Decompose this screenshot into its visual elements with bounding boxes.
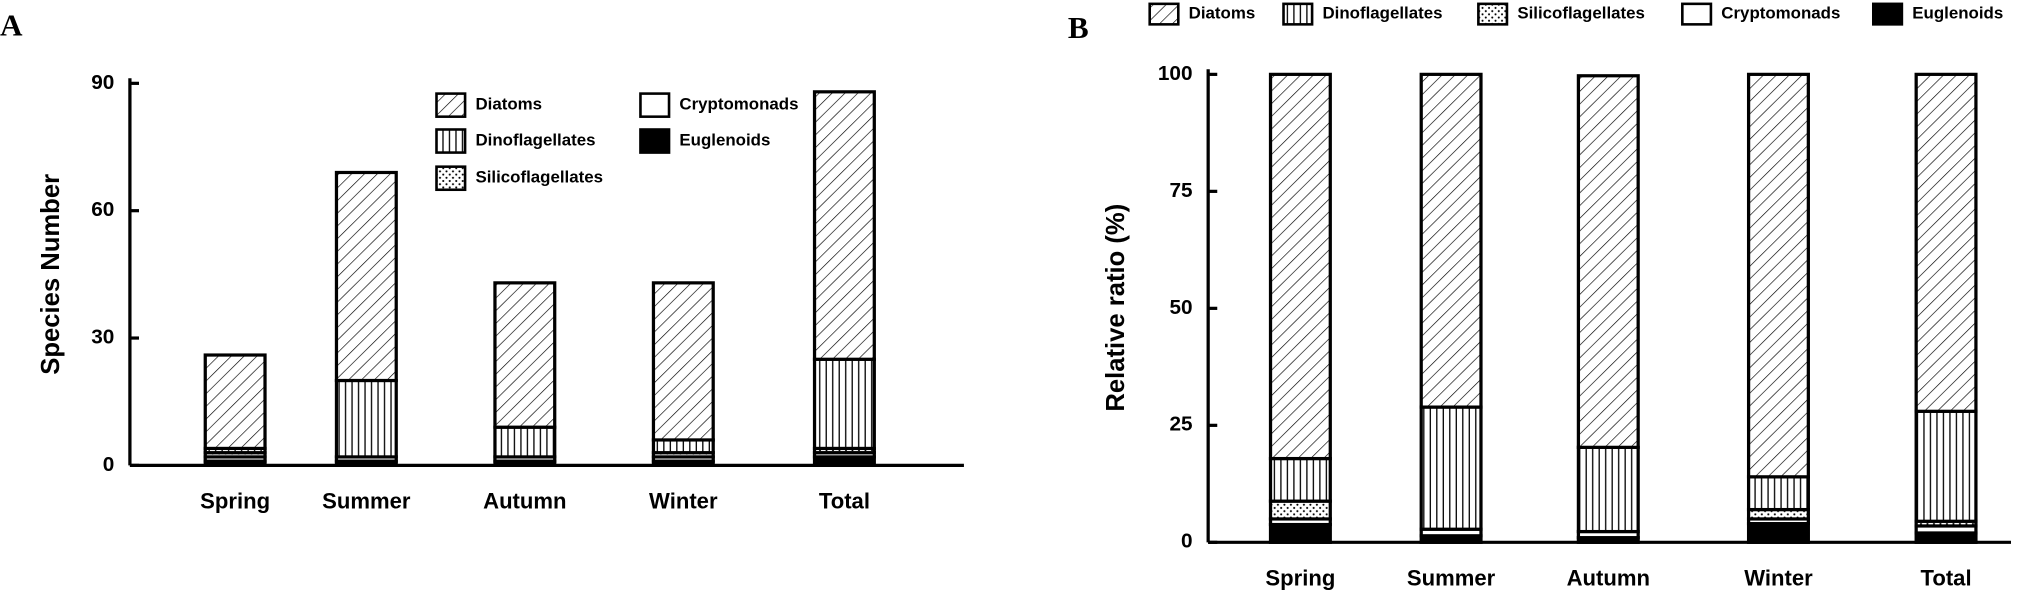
bar-segment (1268, 72, 1332, 461)
x-tick-label: Summer (1407, 565, 1496, 590)
legend-swatch (1148, 2, 1180, 26)
bar-segment (334, 170, 398, 383)
y-tick-label: 0 (103, 453, 115, 476)
bar-segment (1419, 405, 1483, 531)
legend-swatch (435, 92, 467, 118)
y-tick-label: 60 (91, 198, 114, 221)
bar-segment (1576, 74, 1640, 449)
legend-label: Cryptomonads (1721, 4, 1840, 23)
legend-label: Euglenoids (1912, 4, 2003, 23)
x-tick-label: Winter (1744, 565, 1813, 590)
bar-segment (493, 281, 557, 429)
bar-segment (651, 438, 715, 455)
x-tick-label: Winter (649, 488, 718, 513)
legend-label: Diatoms (475, 95, 542, 114)
legend-label: Euglenoids (679, 131, 770, 150)
legend-swatch (1282, 2, 1314, 26)
legend-swatch (1872, 2, 1904, 26)
legend-swatch (1477, 2, 1509, 26)
x-tick-label: Spring (1265, 565, 1335, 590)
y-tick-label: 75 (1169, 179, 1192, 202)
bar-segment (651, 281, 715, 442)
y-tick-label: 0 (1181, 530, 1193, 553)
x-tick-label: Total (1920, 565, 1971, 590)
bar-segment (1268, 522, 1332, 544)
y-axis-label: Species Number (37, 174, 65, 375)
bar-segment (1576, 445, 1640, 534)
y-tick-label: 25 (1169, 413, 1192, 436)
legend-label: Silicoflagellates (1517, 4, 1645, 23)
legend-label: Cryptomonads (679, 95, 798, 114)
legend-swatch (639, 92, 671, 118)
x-tick-label: Autumn (483, 488, 566, 513)
bar-segment (1268, 456, 1332, 503)
legend-swatch (435, 165, 467, 192)
legend-label: Diatoms (1189, 4, 1256, 23)
bar-segment (1419, 72, 1483, 409)
y-tick-label: 100 (1158, 62, 1193, 85)
bar-segment (1746, 72, 1810, 479)
x-tick-label: Total (819, 488, 870, 513)
x-tick-label: Summer (322, 488, 411, 513)
bar-segment (203, 353, 267, 451)
y-tick-label: 50 (1169, 296, 1192, 319)
bar-segment (1268, 499, 1332, 521)
y-axis-label: Relative ratio (%) (1102, 204, 1130, 412)
legend-swatch (639, 128, 671, 154)
panel-label: B (1068, 10, 1089, 45)
bar-segment (493, 425, 557, 459)
legend-swatch (1681, 2, 1713, 26)
legend-label: Dinoflagellates (475, 131, 595, 150)
bar-segment (812, 357, 876, 451)
x-tick-label: Spring (200, 488, 270, 513)
bar-segment (1746, 475, 1810, 512)
legend-label: Silicoflagellates (475, 168, 603, 187)
legend-label: Dinoflagellates (1322, 4, 1442, 23)
y-tick-label: 90 (91, 71, 114, 94)
bar-segment (1914, 409, 1978, 523)
x-tick-label: Autumn (1567, 565, 1650, 590)
bar-segment (334, 378, 398, 459)
legend-swatch (435, 128, 467, 154)
panel-label: A (0, 7, 23, 42)
bar-segment (812, 90, 876, 361)
y-tick-label: 30 (91, 326, 114, 349)
bar-segment (1746, 522, 1810, 544)
bar-segment (1914, 72, 1978, 413)
plot-area: A Species Number 0 30 60 90 Spring Summer Autumn… (0, 2, 2012, 590)
